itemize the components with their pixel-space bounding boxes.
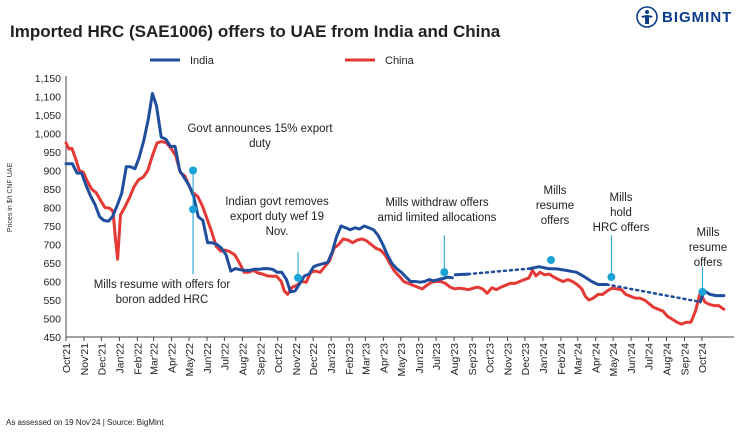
x-tick-label: Jun'24: [626, 343, 638, 374]
annotation-text: Nov.: [266, 226, 289, 238]
annotation-marker: [547, 256, 556, 265]
x-tick-label: Dec'22: [308, 343, 320, 376]
x-tick-label: May'24: [608, 343, 620, 377]
x-tick-label: Aug'23: [449, 343, 461, 376]
annotation-text: Govt announces 15% export: [187, 123, 333, 135]
y-axis: 450 500 550 600 650 700 750 800 850 900 950 1,000 1,…: [7, 73, 67, 344]
x-tick-label: Aug'22: [237, 343, 249, 376]
annotation-text: hold: [610, 207, 632, 219]
y-tick-label: 1,050: [35, 110, 61, 122]
annotation-text: Indian govt removes: [225, 196, 329, 208]
y-tick-label: 600: [43, 277, 61, 289]
y-tick-label: 800: [43, 203, 61, 215]
y-tick-label: 900: [43, 166, 61, 178]
series-layer: [64, 92, 726, 326]
x-tick-label: Dec'23: [520, 343, 532, 376]
x-tick-label: May'23: [396, 343, 408, 377]
x-tick-label: Jul'22: [219, 343, 231, 370]
x-tick-label: Jan'24: [538, 343, 550, 374]
x-tick-label: Sep'22: [255, 343, 267, 376]
annotation-text: resume: [689, 242, 727, 254]
x-tick-label: Mar'23: [360, 343, 372, 375]
series-gap-india: [466, 267, 532, 276]
series-line-india: [64, 92, 454, 294]
x-tick-label: Oct'23: [485, 343, 497, 373]
annotation-marker: [189, 205, 198, 214]
x-tick-label: Oct'21: [61, 343, 73, 373]
x-tick-label: Nov'23: [503, 343, 515, 376]
x-tick-label: Aug'24: [661, 343, 673, 376]
series-line-china: [64, 140, 726, 326]
annotation-text: boron added HRC: [116, 294, 209, 306]
x-tick-label: Jan'23: [326, 343, 338, 374]
x-tick-label: Sep'24: [679, 343, 691, 376]
series-line-india: [528, 265, 609, 286]
x-tick-label: Mar'22: [149, 343, 161, 375]
x-tick-label: Feb'23: [344, 343, 356, 375]
x-tick-label: Dec'21: [96, 343, 108, 376]
annotation-text: export duty wef 19: [230, 211, 324, 223]
brand-logo-text: BIGMINT: [662, 8, 733, 26]
x-tick-label: Jun'23: [414, 343, 426, 374]
legend-label-india: India: [190, 55, 215, 67]
x-tick-label: Nov'21: [79, 343, 91, 376]
y-tick-label: 750: [43, 221, 61, 233]
x-tick-label: May'22: [184, 343, 196, 377]
x-tick-label: Mar'24: [573, 343, 585, 375]
x-tick-label: Apr'22: [167, 343, 179, 373]
series-gap-india: [605, 283, 702, 304]
y-tick-label: 950: [43, 147, 61, 159]
x-tick-label: Nov'22: [291, 343, 303, 376]
y-tick-label: 850: [43, 184, 61, 196]
annotation-text: offers: [541, 215, 570, 227]
x-tick-label: Sep'23: [467, 343, 479, 376]
chart-source-note: As assessed on 19 Nov'24 | Source: BigMi…: [6, 418, 164, 427]
y-tick-label: 1,150: [35, 73, 61, 85]
x-tick-label: Apr'23: [378, 343, 390, 373]
x-tick-label: Apr'24: [591, 343, 603, 373]
x-tick-label: Jul'24: [644, 343, 656, 370]
annotation-text: Mills: [610, 192, 633, 204]
x-axis: Oct'21 Nov'21 Dec'21 Jan'22 Feb'22 Mar'22 Apr'…: [61, 336, 734, 377]
annotation-marker: [607, 273, 616, 282]
x-tick-label: Jul'23: [431, 343, 443, 370]
series-line-india: [453, 272, 470, 277]
annotation-text: HRC offers: [593, 222, 650, 234]
annotation-marker: [189, 166, 198, 175]
bigmint-figure-icon: [636, 6, 658, 28]
y-axis-title: Prices in $/t CNF UAE: [7, 163, 14, 233]
y-tick-label: 700: [43, 240, 61, 252]
annotation-text: duty: [249, 138, 271, 150]
x-tick-label: Oct'22: [273, 343, 285, 373]
y-tick-label: 500: [43, 314, 61, 326]
x-tick-label: Jun'22: [202, 343, 214, 374]
y-tick-label: 550: [43, 295, 61, 307]
annotation-text: Mills: [544, 185, 567, 197]
y-tick-label: 1,100: [35, 92, 61, 104]
chart-title: Imported HRC (SAE1006) offers to UAE fro…: [10, 22, 501, 41]
annotation-text: amid limited allocations: [378, 212, 497, 224]
annotation-text: offers: [694, 257, 723, 269]
x-tick-label: Feb'22: [132, 343, 144, 375]
brand-logo: BIGMINT: [636, 6, 732, 28]
legend-label-china: China: [385, 55, 415, 67]
annotation-marker: [440, 268, 449, 277]
x-tick-label: Jan'22: [114, 343, 126, 374]
y-tick-label: 1,000: [35, 129, 61, 141]
y-tick-label: 450: [43, 332, 61, 344]
annotation-text: Mills withdraw offers: [385, 197, 489, 209]
annotation-marker: [698, 287, 707, 296]
chart-legend: India China: [150, 55, 415, 67]
annotation-text: resume: [536, 200, 574, 212]
x-tick-label: Feb'24: [556, 343, 568, 375]
x-tick-label: Oct'24: [697, 343, 709, 373]
annotation-text: Mills resume with offers for: [94, 279, 231, 291]
y-tick-label: 650: [43, 258, 61, 270]
annotations-layer: Govt announces 15% export duty Mills resum…: [94, 123, 727, 306]
annotation-marker: [294, 273, 303, 282]
annotation-text: Mills: [697, 227, 720, 239]
